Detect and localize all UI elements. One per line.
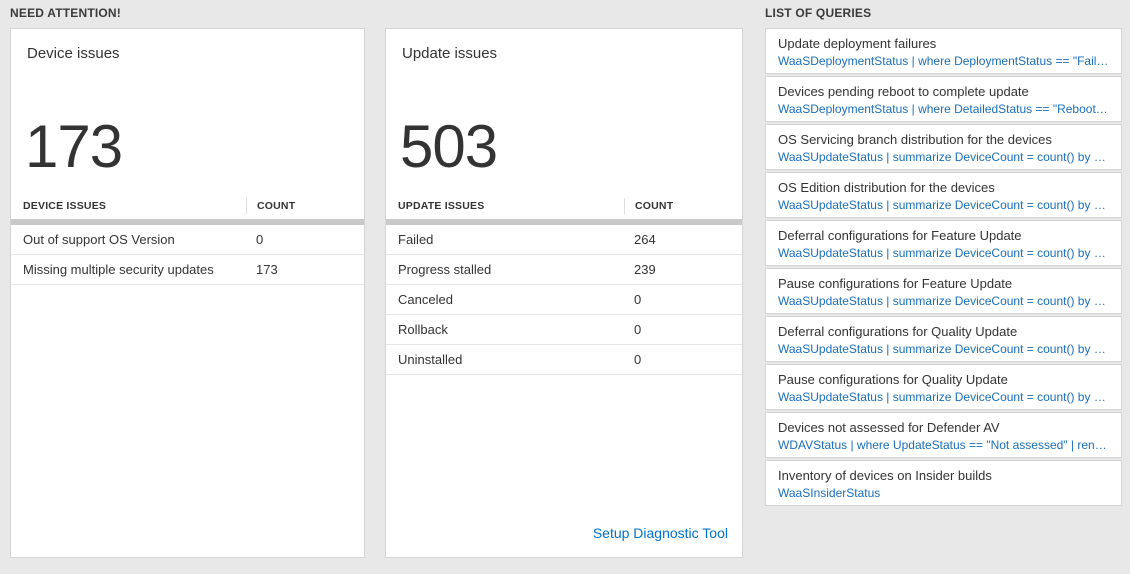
card-title: Device issues bbox=[27, 45, 120, 62]
query-item[interactable]: Pause configurations for Feature Update … bbox=[765, 268, 1122, 314]
query-title: Devices pending reboot to complete updat… bbox=[778, 84, 1029, 99]
issue-count: 239 bbox=[634, 262, 656, 277]
query-text: WaaSUpdateStatus | summarize DeviceCount… bbox=[778, 342, 1109, 356]
cards-row: Device issues 173 DEVICE ISSUES COUNT Ou… bbox=[10, 28, 743, 558]
issue-count: 0 bbox=[256, 232, 264, 247]
issue-count: 173 bbox=[256, 262, 278, 277]
card-spacer bbox=[386, 375, 742, 525]
column-header-issues: UPDATE ISSUES bbox=[398, 200, 485, 212]
need-attention-section: NEED ATTENTION! Device issues 173 DEVICE… bbox=[10, 6, 743, 558]
need-attention-header: NEED ATTENTION! bbox=[10, 6, 121, 20]
query-title: Deferral configurations for Quality Upda… bbox=[778, 324, 1018, 339]
query-item[interactable]: Pause configurations for Quality Update … bbox=[765, 364, 1122, 410]
query-text: WaaSDeploymentStatus | where DeploymentS… bbox=[778, 54, 1109, 68]
device-issues-card[interactable]: Device issues 173 DEVICE ISSUES COUNT Ou… bbox=[10, 28, 365, 558]
list-of-queries-section: LIST OF QUERIES Update deployment failur… bbox=[765, 6, 1122, 558]
query-item[interactable]: Deferral configurations for Feature Upda… bbox=[765, 220, 1122, 266]
query-title: Update deployment failures bbox=[778, 36, 937, 51]
table-row[interactable]: Uninstalled 0 bbox=[386, 345, 742, 375]
query-text: WaaSUpdateStatus | summarize DeviceCount… bbox=[778, 150, 1109, 164]
dashboard: NEED ATTENTION! Device issues 173 DEVICE… bbox=[10, 6, 1122, 558]
issue-name: Out of support OS Version bbox=[23, 232, 175, 247]
list-of-queries-header: LIST OF QUERIES bbox=[765, 6, 872, 20]
query-text: WDAVStatus | where UpdateStatus == "Not … bbox=[778, 438, 1109, 452]
table-header-divider bbox=[386, 219, 742, 225]
query-title: Pause configurations for Quality Update bbox=[778, 372, 1008, 387]
card-footer: Setup Diagnostic Tool bbox=[386, 525, 742, 557]
card-spacer bbox=[11, 285, 364, 557]
column-header-count: COUNT bbox=[624, 198, 742, 214]
issue-name: Canceled bbox=[398, 292, 453, 307]
query-item[interactable]: Devices not assessed for Defender AV WDA… bbox=[765, 412, 1122, 458]
query-title: Devices not assessed for Defender AV bbox=[778, 420, 1000, 435]
query-item[interactable]: OS Servicing branch distribution for the… bbox=[765, 124, 1122, 170]
query-title: OS Edition distribution for the devices bbox=[778, 180, 995, 195]
query-list: Update deployment failures WaaSDeploymen… bbox=[765, 28, 1122, 506]
table-row[interactable]: Canceled 0 bbox=[386, 285, 742, 315]
query-title: Pause configurations for Feature Update bbox=[778, 276, 1013, 291]
column-header-issues: DEVICE ISSUES bbox=[23, 200, 107, 212]
query-title: Inventory of devices on Insider builds bbox=[778, 468, 992, 483]
query-item[interactable]: Inventory of devices on Insider builds W… bbox=[765, 460, 1122, 506]
issue-count: 264 bbox=[634, 232, 656, 247]
setup-diagnostic-tool-link[interactable]: Setup Diagnostic Tool bbox=[592, 525, 728, 541]
query-item[interactable]: Deferral configurations for Quality Upda… bbox=[765, 316, 1122, 362]
update-issues-card[interactable]: Update issues 503 UPDATE ISSUES COUNT Fa… bbox=[385, 28, 743, 558]
table-row[interactable]: Rollback 0 bbox=[386, 315, 742, 345]
device-issues-count: 173 bbox=[25, 113, 123, 180]
issue-count: 0 bbox=[634, 292, 642, 307]
device-issues-table-header: DEVICE ISSUES COUNT bbox=[11, 193, 364, 219]
update-issues-table-header: UPDATE ISSUES COUNT bbox=[386, 193, 742, 219]
query-title: OS Servicing branch distribution for the… bbox=[778, 132, 1052, 147]
query-item[interactable]: Update deployment failures WaaSDeploymen… bbox=[765, 28, 1122, 74]
table-row[interactable]: Missing multiple security updates 173 bbox=[11, 255, 364, 285]
issue-count: 0 bbox=[634, 322, 642, 337]
query-text: WaaSUpdateStatus | summarize DeviceCount… bbox=[778, 246, 1109, 260]
table-header-divider bbox=[11, 219, 364, 225]
issue-count: 0 bbox=[634, 352, 642, 367]
query-text: WaaSUpdateStatus | summarize DeviceCount… bbox=[778, 390, 1109, 404]
query-item[interactable]: OS Edition distribution for the devices … bbox=[765, 172, 1122, 218]
table-row[interactable]: Failed 264 bbox=[386, 225, 742, 255]
query-text: WaaSUpdateStatus | summarize DeviceCount… bbox=[778, 198, 1109, 212]
query-text: WaaSDeploymentStatus | where DetailedSta… bbox=[778, 102, 1109, 116]
query-text: WaaSInsiderStatus bbox=[778, 486, 881, 500]
update-issues-count: 503 bbox=[400, 113, 498, 180]
issue-name: Uninstalled bbox=[398, 352, 463, 367]
card-title: Update issues bbox=[402, 45, 498, 62]
query-text: WaaSUpdateStatus | summarize DeviceCount… bbox=[778, 294, 1109, 308]
issue-name: Missing multiple security updates bbox=[23, 262, 214, 277]
column-header-count: COUNT bbox=[246, 198, 364, 214]
issue-name: Rollback bbox=[398, 322, 448, 337]
issue-name: Progress stalled bbox=[398, 262, 492, 277]
query-item[interactable]: Devices pending reboot to complete updat… bbox=[765, 76, 1122, 122]
query-title: Deferral configurations for Feature Upda… bbox=[778, 228, 1022, 243]
issue-name: Failed bbox=[398, 232, 434, 247]
table-row[interactable]: Out of support OS Version 0 bbox=[11, 225, 364, 255]
table-row[interactable]: Progress stalled 239 bbox=[386, 255, 742, 285]
